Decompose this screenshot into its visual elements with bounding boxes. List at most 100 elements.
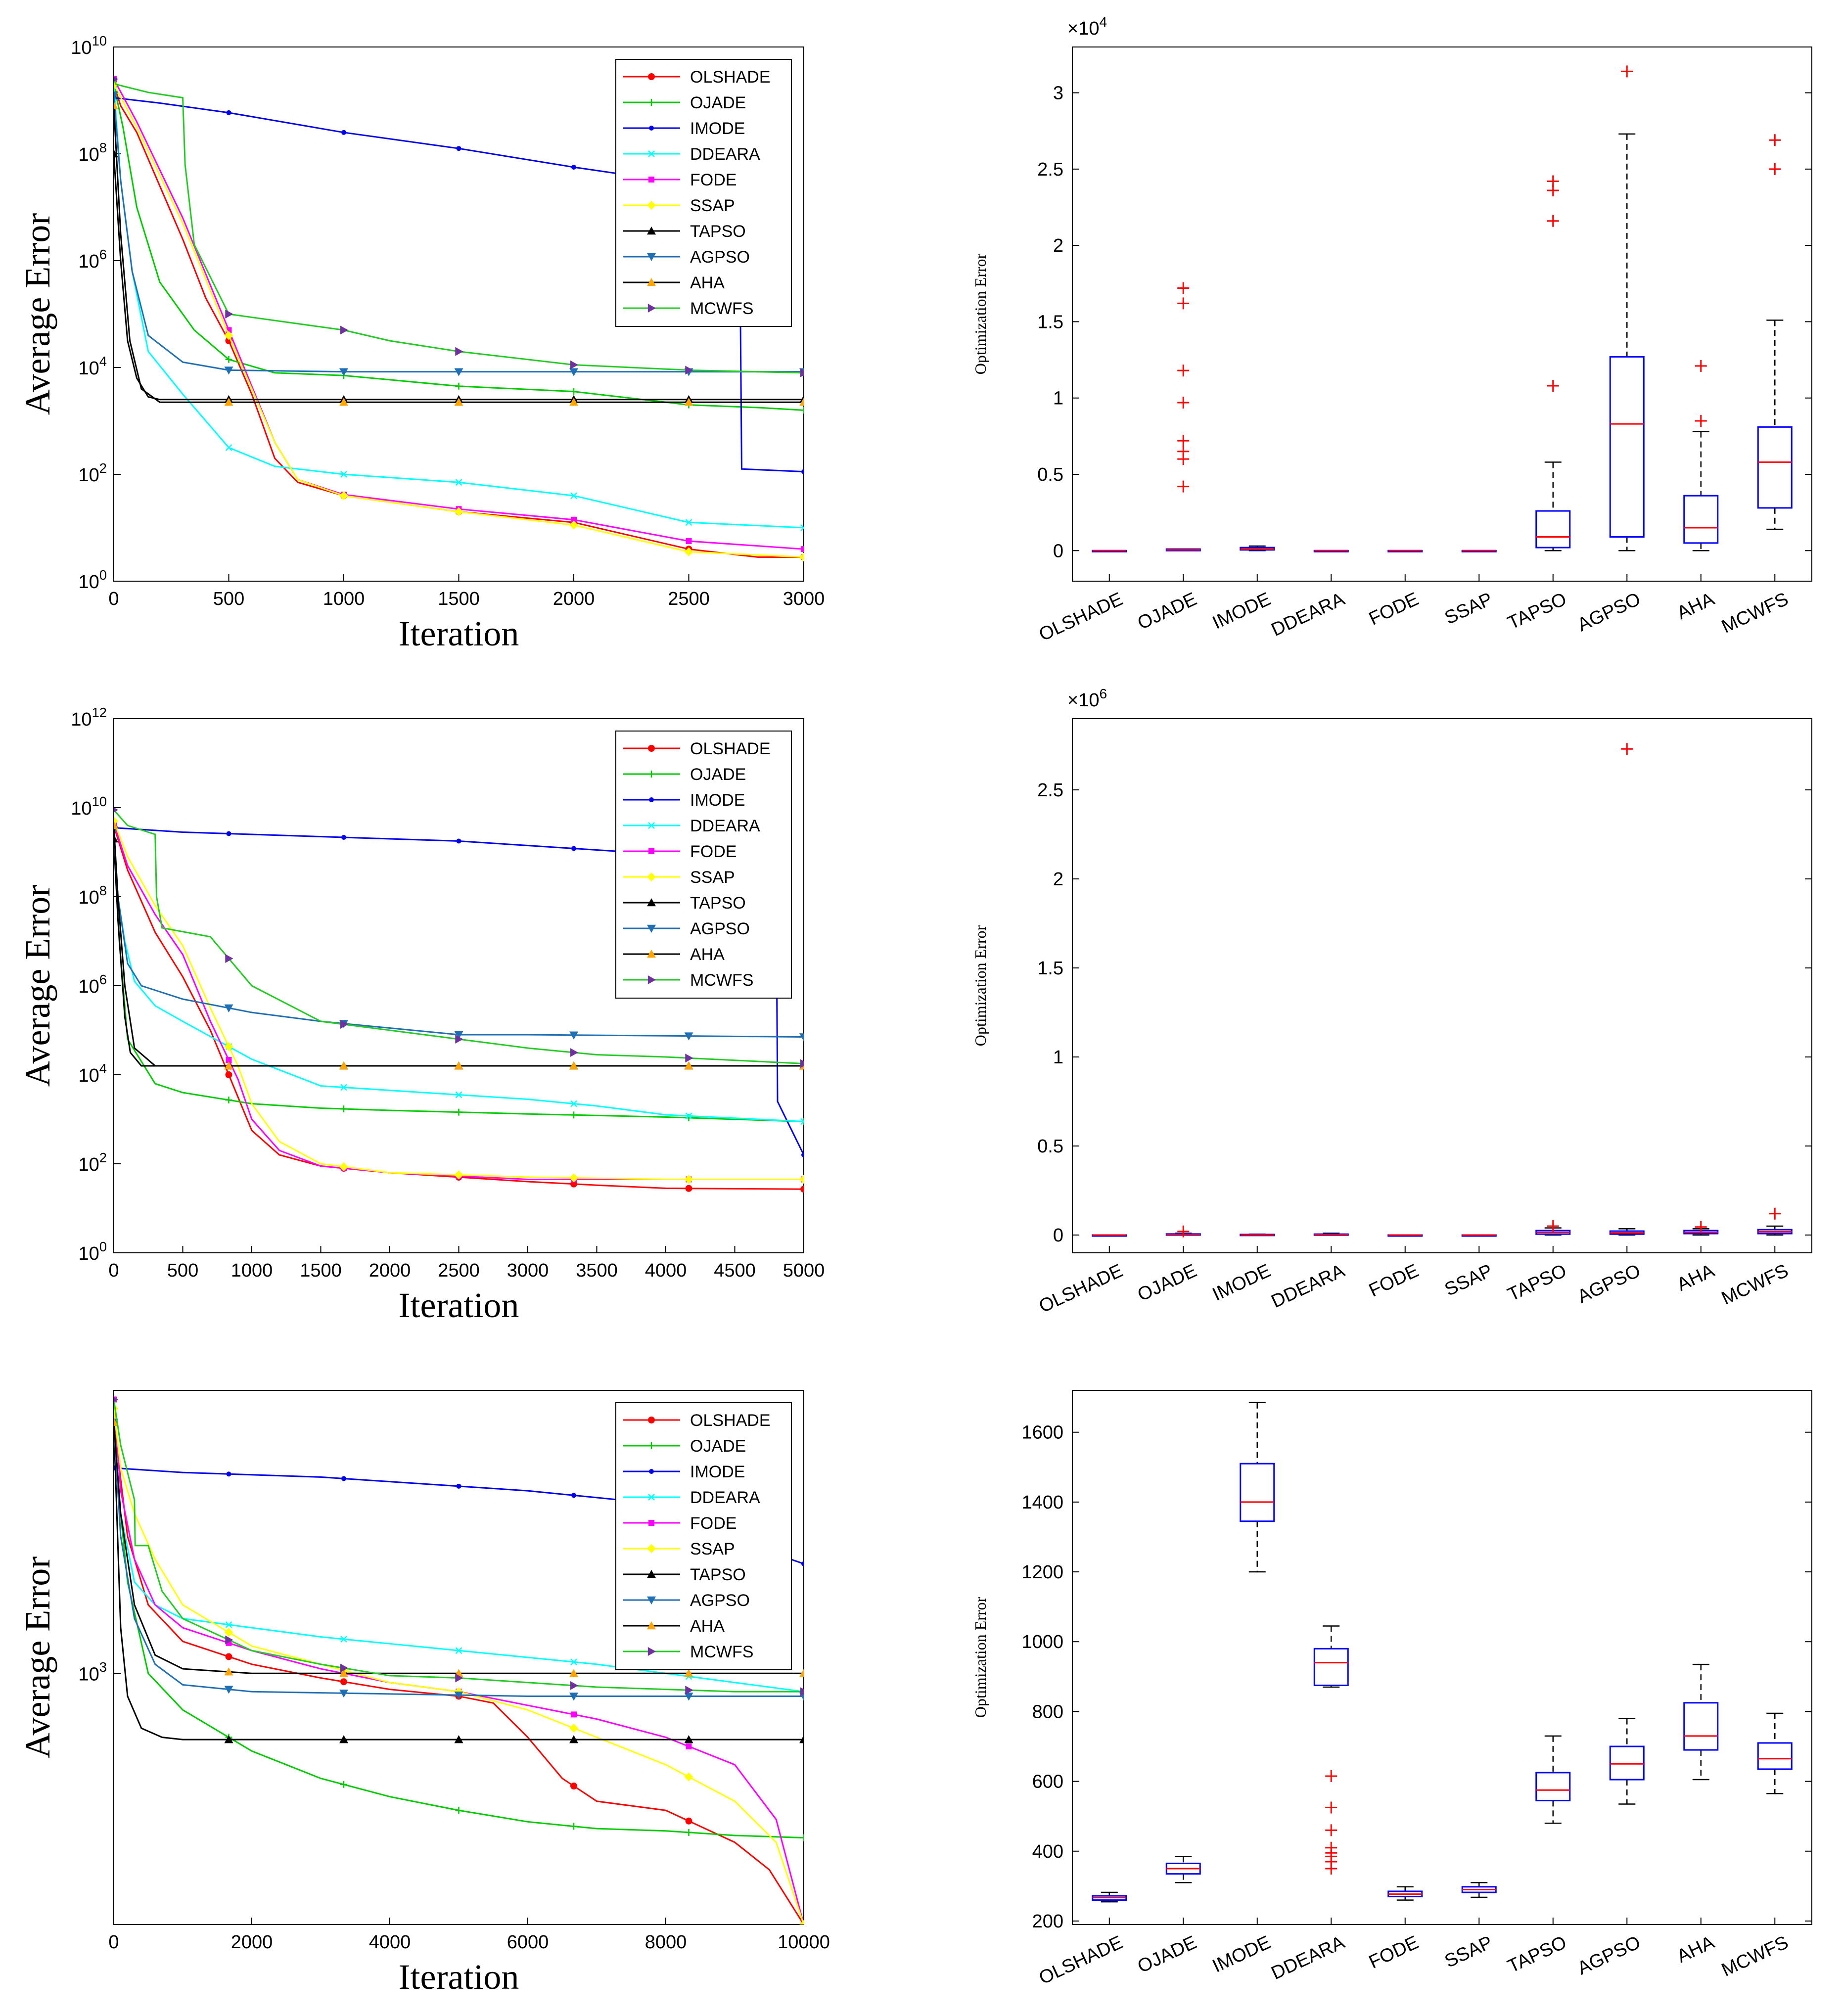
- x-tick-label: 3500: [576, 1260, 618, 1281]
- legend-entry: OJADE: [623, 1437, 746, 1456]
- y-tick-label: 100: [79, 567, 107, 593]
- data-point: [455, 382, 462, 390]
- x-tick-label: 1000: [231, 1260, 273, 1281]
- series-line: [114, 809, 804, 1064]
- x-tick-label: 1500: [438, 589, 480, 609]
- data-point: [456, 1483, 461, 1489]
- legend-marker: [647, 201, 656, 210]
- convergence-plot-3: 0 2000 4000 6000 8000 10000 103 Iteration Averag…: [18, 1390, 830, 1997]
- data-point: [225, 310, 233, 319]
- x-tick-label: SSAP: [1441, 1932, 1496, 1972]
- box-mcwfs: [1757, 1712, 1793, 1794]
- legend-entry: AGPSO: [623, 248, 750, 267]
- data-point: [685, 1054, 693, 1063]
- series-line: [114, 1422, 804, 1693]
- y-tick-label: 1400: [1021, 1492, 1063, 1513]
- outlier: [1177, 480, 1190, 493]
- y-tick-label: 102: [79, 1150, 107, 1175]
- data-point: [114, 807, 118, 813]
- legend-marker: [647, 1596, 656, 1604]
- box-tapso: [1535, 175, 1571, 551]
- legend-marker: [648, 99, 655, 106]
- data-point: [226, 1471, 231, 1477]
- data-point: [684, 1032, 693, 1041]
- legend-marker: [648, 1417, 655, 1423]
- y-tick-label: 1.5: [1037, 312, 1063, 332]
- legend-entry: OJADE: [623, 765, 746, 784]
- data-point: [686, 1743, 692, 1749]
- x-tick-label: AGPSO: [1574, 589, 1644, 636]
- x-tick-label: OLSHADE: [1036, 589, 1126, 645]
- series-group: [114, 1396, 804, 1924]
- x-tick-label: OJADE: [1134, 589, 1200, 634]
- box-ojade: [1165, 1225, 1201, 1237]
- legend-entry: FODE: [623, 171, 737, 189]
- legend-entry: AHA: [623, 274, 725, 292]
- legend-entry: TAPSO: [623, 1565, 746, 1584]
- data-point: [685, 1185, 692, 1192]
- data-point: [799, 1669, 804, 1677]
- legend-entry: DDEARA: [623, 145, 760, 164]
- legend-label: SSAP: [690, 1540, 735, 1558]
- y-tick-label: 1200: [1021, 1562, 1063, 1583]
- data-point: [454, 1691, 463, 1700]
- data-point: [340, 1105, 347, 1112]
- legend-entry: SSAP: [623, 196, 735, 215]
- series-ssap: [114, 817, 804, 1184]
- legend-entry: AGPSO: [623, 919, 750, 938]
- data-point: [570, 360, 578, 369]
- outlier: [1177, 365, 1190, 377]
- data-point: [685, 1112, 692, 1120]
- data-point: [571, 516, 577, 523]
- exponent-label: ×104: [1067, 14, 1107, 39]
- data-point: [339, 1162, 348, 1171]
- series-line: [114, 1422, 804, 1924]
- data-point: [569, 520, 578, 530]
- legend-marker: [648, 1520, 654, 1526]
- data-point: [341, 1476, 346, 1481]
- box-imode: [1240, 545, 1275, 551]
- y-tick-label: 1.5: [1037, 958, 1063, 979]
- x-tick-label: MCWFS: [1718, 1260, 1792, 1309]
- data-point: [685, 519, 692, 526]
- y-tick-label: 106: [79, 972, 107, 997]
- data-point: [800, 1834, 804, 1841]
- data-point: [569, 1173, 578, 1183]
- data-point: [341, 130, 346, 135]
- x-tick-label: TAPSO: [1505, 589, 1570, 634]
- outlier: [1621, 65, 1633, 78]
- legend-entry: OLSHADE: [623, 739, 771, 758]
- outlier: [1695, 415, 1707, 427]
- x-tick-label: SSAP: [1441, 589, 1496, 629]
- box-agpso: [1609, 743, 1645, 1236]
- data-point: [800, 1186, 804, 1193]
- data-point: [455, 1091, 462, 1099]
- legend-entry: FODE: [623, 1514, 737, 1533]
- box-ssap: [1461, 550, 1497, 552]
- x-tick-label: MCWFS: [1718, 589, 1792, 638]
- x-tick-label: 2000: [553, 589, 595, 609]
- series-aha: [114, 1418, 804, 1677]
- data-point: [686, 538, 692, 544]
- x-tick-label: 8000: [645, 1932, 687, 1953]
- legend-label: MCWFS: [690, 971, 753, 990]
- boxplot-1: 0 0.5 1 1.5 2 2.5 3 ×104 Optimization Error OLSHA…: [971, 14, 1812, 645]
- y-tick-label: 108: [79, 140, 107, 165]
- outlier: [1177, 1225, 1190, 1237]
- legend-marker: [647, 1544, 656, 1553]
- legend-label: OJADE: [690, 93, 746, 112]
- data-point: [225, 1071, 232, 1078]
- legend-label: OLSHADE: [690, 1411, 771, 1430]
- series-line: [114, 1445, 804, 1839]
- x-tick-label: AHA: [1674, 1260, 1718, 1295]
- x-tick-label: OLSHADE: [1036, 1260, 1126, 1317]
- legend-label: MCWFS: [690, 1643, 753, 1661]
- data-point: [570, 1111, 577, 1119]
- box-agpso: [1609, 1718, 1645, 1805]
- legend-entry: OLSHADE: [623, 68, 771, 87]
- x-tick-label: OJADE: [1134, 1932, 1200, 1977]
- box-ojade: [1165, 282, 1201, 551]
- x-tick-label: AHA: [1674, 1932, 1718, 1967]
- legend-entry: OJADE: [623, 93, 746, 112]
- legend-entry: SSAP: [623, 868, 735, 887]
